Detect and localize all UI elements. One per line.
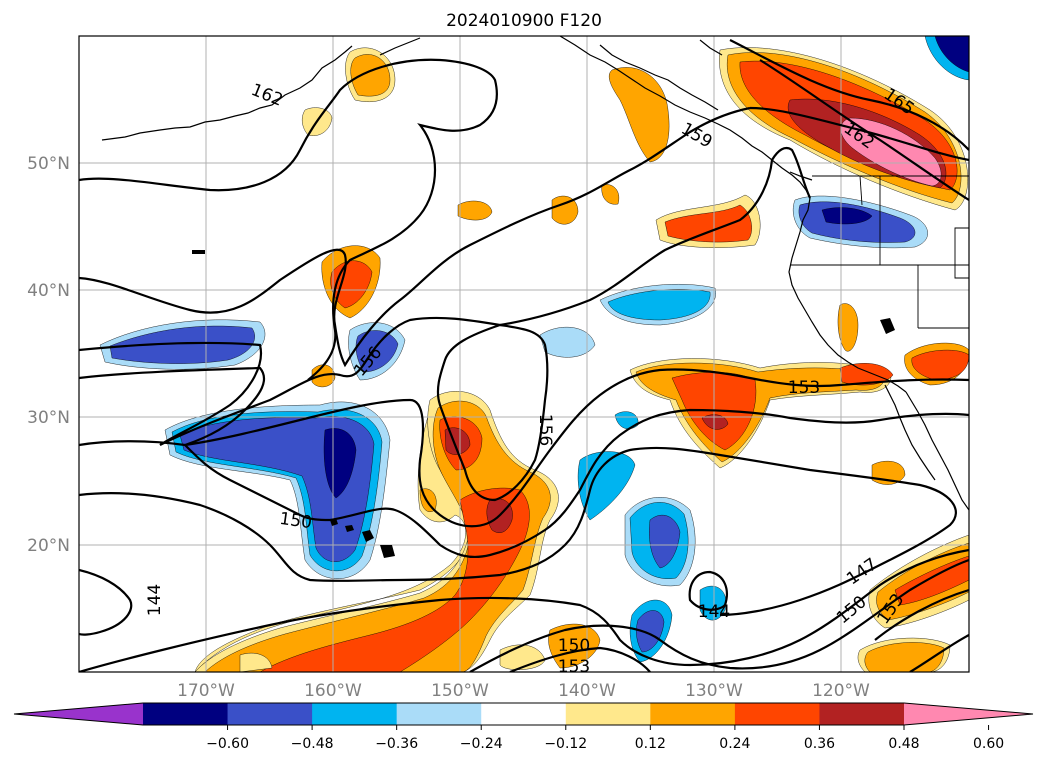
contour-label-156-b: 156: [535, 414, 555, 446]
colorbar-tick-label: −0.60: [206, 736, 249, 752]
colorbar-tick-label: 0.60: [973, 736, 1004, 752]
colorbar-tick-label: 0.24: [719, 736, 750, 752]
field-central-darkblue: [323, 428, 357, 499]
contour-144: [79, 568, 133, 636]
field-right-sky-7: [699, 585, 727, 621]
contour-153-se-b: [874, 588, 969, 641]
contour-label-150-s: 150: [558, 636, 590, 656]
lat-label-20n: 20°N: [27, 536, 70, 556]
colorbar-tick-label: −0.24: [460, 736, 503, 752]
colorbar-tick-label: −0.12: [544, 736, 587, 752]
field-right-blue-6: [636, 610, 665, 653]
lon-label-120w: 120°W: [812, 681, 870, 701]
colorbar-cell: [396, 703, 482, 725]
colorbar-tick-label: −0.36: [375, 736, 418, 752]
field-blob-orange-3: [601, 184, 620, 205]
colorbar-tick-label: 0.12: [635, 736, 666, 752]
colorbar-outline: [13, 702, 1034, 726]
latitude-labels: 50°N 40°N 30°N 20°N: [27, 154, 70, 556]
contour-162-ne: [759, 59, 969, 201]
field-nw-orange: [350, 54, 391, 97]
contour-label-153: 153: [788, 378, 820, 398]
map-frame: [78, 35, 970, 673]
colorbar-cell: [734, 703, 820, 725]
lon-label-140w: 140°W: [558, 681, 616, 701]
contour-label-144-w: 144: [145, 584, 165, 616]
colorbar-tick-label: 0.36: [804, 736, 835, 752]
contour-150-se: [469, 558, 969, 672]
field-coast-darkblue: [821, 207, 873, 225]
contour-147: [79, 446, 957, 617]
field-coast-orange: [608, 67, 670, 163]
contour-147-b: [79, 548, 969, 672]
map-title: 2024010900 F120: [446, 11, 602, 31]
contour-150: [79, 408, 969, 559]
lat-label-30n: 30°N: [27, 408, 70, 428]
field-sw-yellow: [239, 652, 273, 672]
islands: [192, 250, 895, 558]
contour-159-b: [749, 106, 969, 162]
lon-label-160w: 160°W: [304, 681, 362, 701]
contour-159-a: [79, 106, 751, 368]
coastlines: [101, 36, 969, 511]
field-east-darkred: [701, 414, 729, 430]
height-contours: [79, 39, 969, 672]
field-right-blue-2: [539, 327, 596, 358]
field-blob-red-e: [664, 204, 752, 243]
contour-153-se: [509, 646, 651, 672]
colorbar-extend-high: [904, 703, 1033, 725]
contour-label-150-w: 150: [278, 509, 313, 533]
lon-label-170w: 170°W: [177, 681, 235, 701]
colorbar-cell: [650, 703, 736, 725]
field-blob-orange-1: [457, 200, 493, 221]
longitude-labels: 170°W 160°W 150°W 140°W 130°W 120°W: [177, 681, 870, 701]
contour-144-b: [688, 570, 728, 611]
contour-165: [729, 39, 969, 151]
colorbar-extend-low: [14, 703, 143, 725]
field-se-orange-2: [864, 642, 945, 672]
colorbar: −0.60 −0.48 −0.36 −0.24 −0.12 0.12 0.24 0.36 0.4…: [13, 702, 1034, 752]
field-top-right-sky: [924, 36, 969, 81]
contour-150-se-b: [909, 634, 969, 672]
field-right-sky-1: [607, 289, 711, 321]
colorbar-cells: [143, 703, 905, 725]
contour-162: [79, 58, 498, 381]
colorbar-cell: [481, 703, 567, 725]
lon-label-150w: 150°W: [431, 681, 489, 701]
colorbar-cell: [819, 703, 905, 725]
contour-156-b: [499, 146, 812, 327]
colorbar-ticks: −0.60 −0.48 −0.36 −0.24 −0.12 0.12 0.24 0.36 0.4…: [206, 725, 1004, 752]
colorbar-tick-label: −0.48: [291, 736, 334, 752]
contour-label-144-e: 144: [698, 602, 730, 622]
contour-label-153-s: 153: [558, 657, 590, 677]
field-east-red-3: [911, 349, 969, 381]
lat-label-50n: 50°N: [27, 154, 70, 174]
field-east-orange-3: [837, 303, 859, 352]
lon-label-130w: 130°W: [685, 681, 743, 701]
contour-153: [79, 366, 969, 528]
colorbar-cell: [143, 703, 229, 725]
field-right-sky-8: [614, 411, 639, 430]
contour-156: [79, 316, 549, 502]
map-area: 162 159 165 162 156 156 153 150 144 144 …: [79, 36, 969, 677]
us-borders: [790, 175, 969, 329]
colorbar-cell: [227, 703, 313, 725]
colorbar-cell: [565, 703, 651, 725]
colorbar-cell: [312, 703, 398, 725]
field-ne-pink: [840, 117, 942, 187]
field-right-blue-5: [649, 514, 681, 569]
field-blob-orange-2: [551, 195, 579, 225]
colorbar-tick-label: 0.48: [888, 736, 919, 752]
lat-label-40n: 40°N: [27, 281, 70, 301]
